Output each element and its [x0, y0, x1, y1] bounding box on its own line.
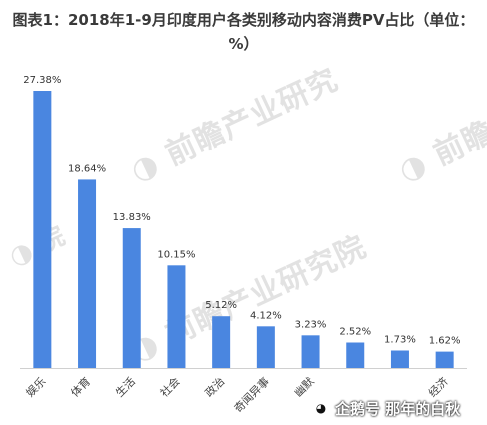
source-badge-text: 企鹅号 那年的白秋 — [335, 399, 461, 418]
category-label-6: 奇闻异事 — [231, 374, 272, 415]
value-label-7: 3.23% — [295, 319, 327, 330]
bar-2 — [78, 179, 97, 368]
bar-6 — [256, 326, 275, 368]
category-label-1: 娱乐 — [23, 374, 48, 399]
bar-3 — [122, 228, 141, 368]
bar-1 — [33, 91, 52, 368]
value-label-10: 1.62% — [429, 336, 461, 347]
bar-4 — [167, 265, 186, 368]
qq-penguin-icon: ◕ — [312, 399, 330, 417]
chart-title: 图表1：2018年1-9月印度用户各类别移动内容消费PV占比（单位：%） — [12, 11, 475, 53]
category-label-3: 生活 — [112, 374, 137, 399]
category-label-4: 社会 — [157, 374, 182, 399]
value-label-2: 18.64% — [68, 163, 106, 174]
category-label-2: 体育 — [68, 374, 93, 399]
value-label-9: 1.73% — [384, 334, 416, 345]
value-label-1: 27.38% — [23, 75, 61, 86]
value-label-8: 2.52% — [339, 327, 371, 338]
bar-7 — [301, 335, 320, 368]
value-label-5: 5.12% — [205, 300, 237, 311]
category-label-5: 政治 — [202, 374, 227, 399]
source-badge: ◕ 企鹅号 那年的白秋 — [312, 396, 460, 420]
bar-9 — [390, 350, 409, 368]
value-label-3: 13.83% — [113, 212, 151, 223]
bar-10 — [435, 351, 454, 368]
bar-8 — [346, 342, 365, 368]
value-label-6: 4.12% — [250, 310, 282, 321]
value-label-4: 10.15% — [157, 249, 195, 260]
bar-5 — [212, 316, 231, 368]
